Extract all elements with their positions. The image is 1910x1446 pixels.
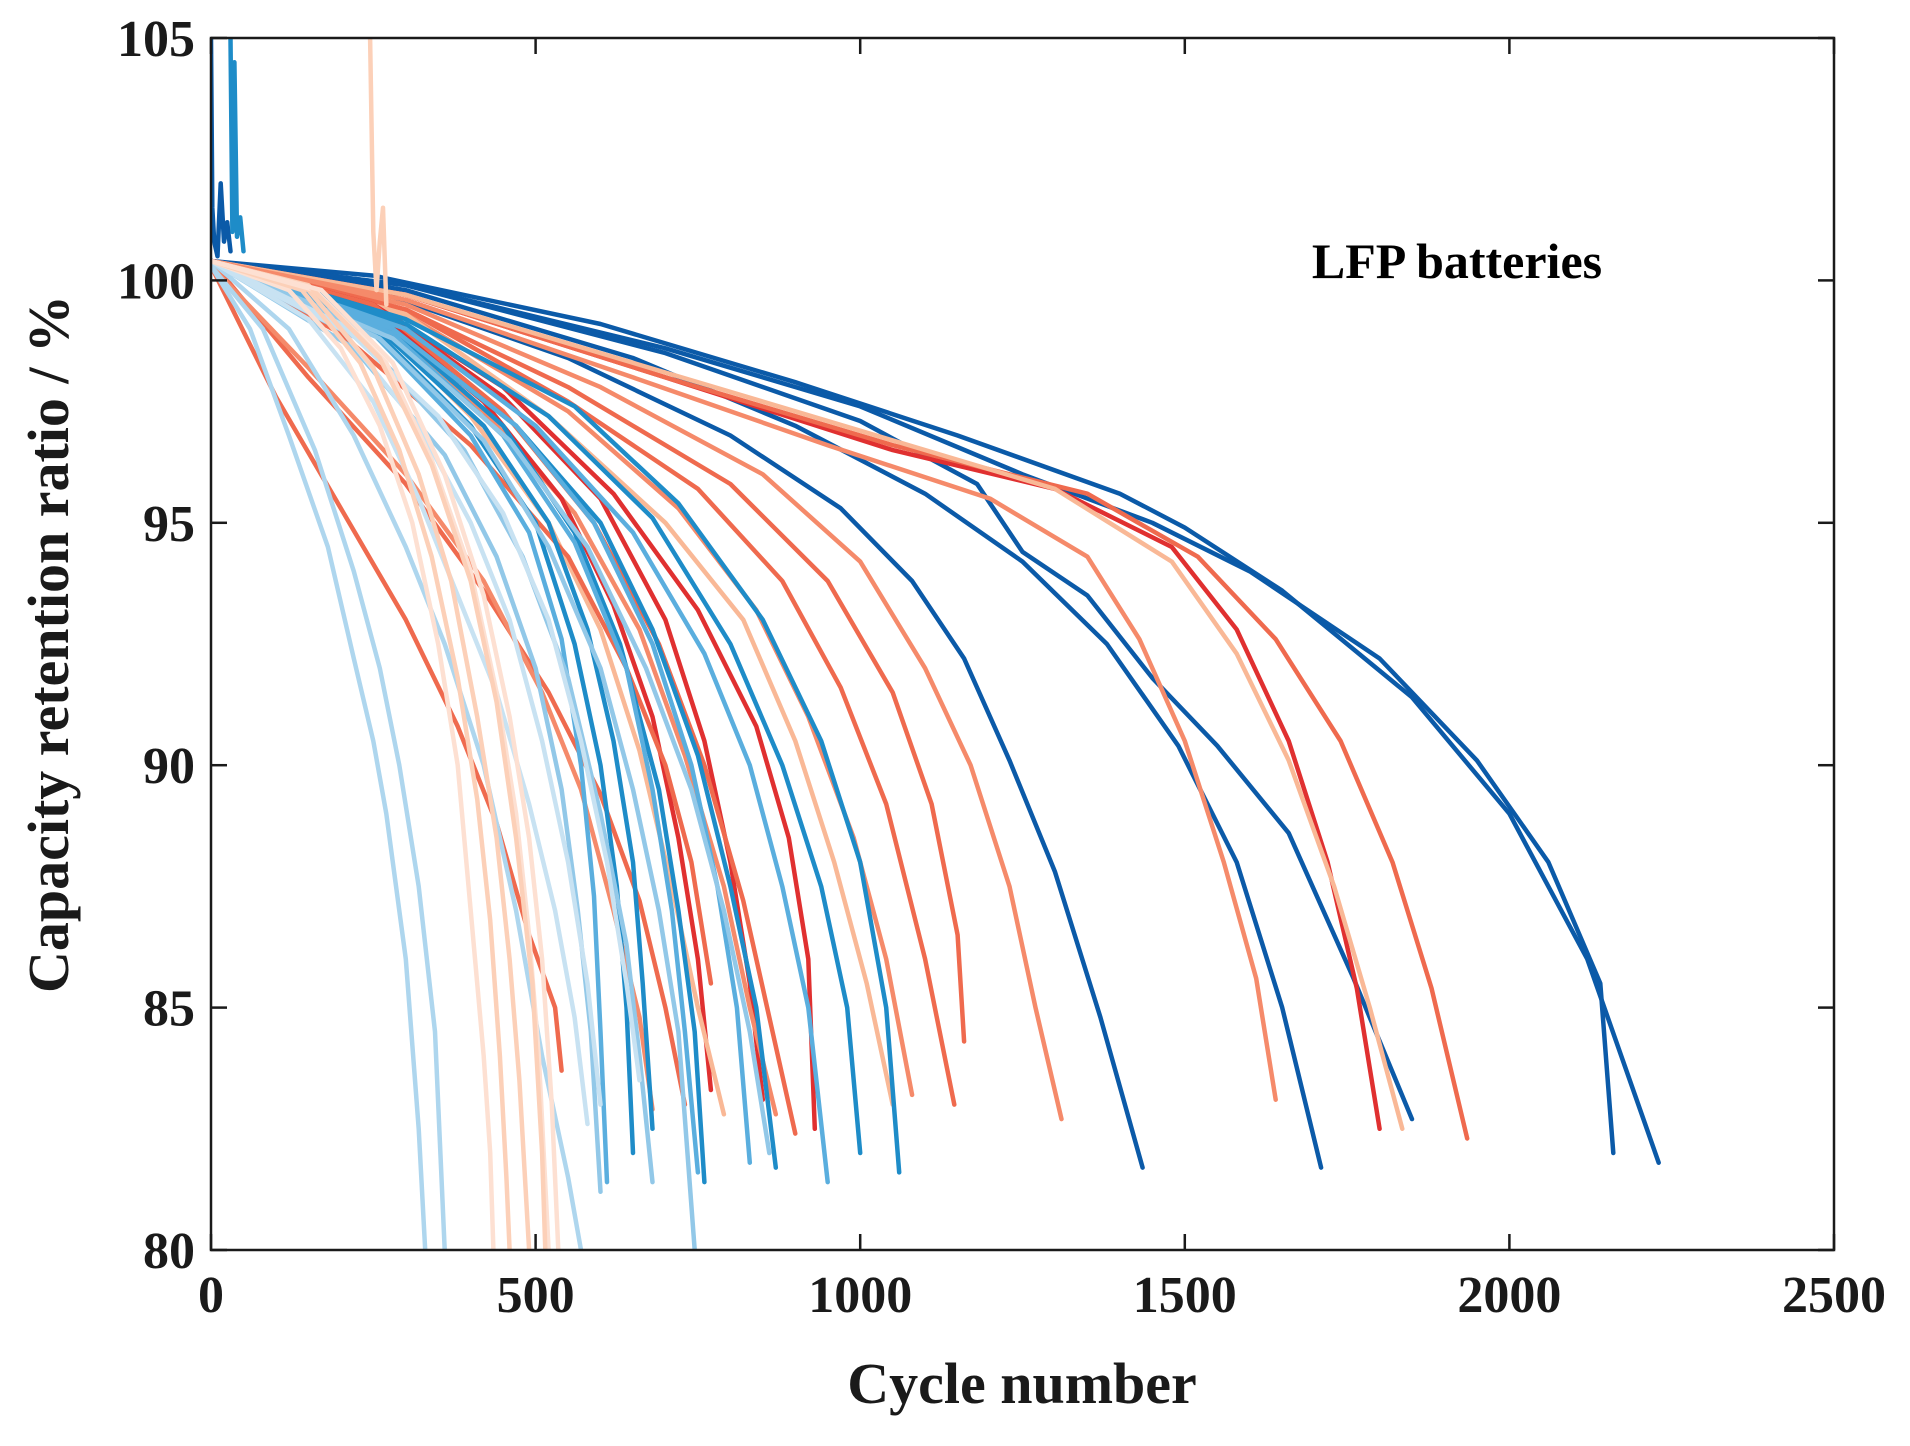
series-line-49 <box>211 258 548 1250</box>
series-line-8 <box>211 258 1405 1132</box>
series-line-3 <box>211 258 1415 1122</box>
y-tick-label: 95 <box>143 496 195 553</box>
series-line-4 <box>211 258 1324 1170</box>
series-line-32 <box>211 258 701 1175</box>
y-tick-label: 80 <box>143 1223 195 1280</box>
y-axis-title: Capacity retention ratio / % <box>16 295 81 993</box>
tick-group: 0 500 1000 1500 2000 2500 80 85 90 95 100 105 <box>117 11 1886 1324</box>
series-line-31 <box>211 258 610 1185</box>
series-line-46 <box>211 258 512 1250</box>
series-line-42 <box>211 258 590 1127</box>
series-line-30 <box>211 258 902 1175</box>
series-line-39 <box>211 263 428 1250</box>
x-axis-title: Cycle number <box>847 1351 1197 1416</box>
plot-frame <box>209 36 1836 1252</box>
series-line-40 <box>211 263 447 1250</box>
x-tick-label: 500 <box>497 1267 575 1324</box>
series-line-51 <box>211 38 233 259</box>
y-tick-label: 90 <box>143 738 195 795</box>
series-line-11 <box>211 258 967 1044</box>
series-line-29 <box>211 258 863 1156</box>
series-line-9 <box>211 258 1278 1102</box>
series-line-53 <box>367 38 389 307</box>
series-line-33 <box>211 258 753 1165</box>
series-line-37 <box>211 258 697 1250</box>
series-line-38 <box>211 258 772 1156</box>
series-line-7 <box>211 258 1470 1141</box>
series-line-45 <box>211 258 496 1250</box>
y-tick-label: 105 <box>117 11 195 68</box>
series-line-50 <box>211 258 561 1250</box>
series-line-10 <box>211 258 1064 1122</box>
series-line-52 <box>228 38 246 254</box>
series-line-25 <box>211 258 655 1132</box>
x-tick-label: 2500 <box>1782 1267 1886 1324</box>
x-tick-label: 0 <box>198 1267 224 1324</box>
x-tick-label: 2000 <box>1457 1267 1561 1324</box>
series-line-23 <box>211 263 564 1073</box>
series-group <box>211 38 1661 1250</box>
series-line-12 <box>211 258 957 1107</box>
series-line-47 <box>211 258 532 1250</box>
series-line-27 <box>211 258 707 1185</box>
x-tick-label: 1500 <box>1133 1267 1237 1324</box>
x-tick-label: 1000 <box>808 1267 912 1324</box>
y-tick-label: 85 <box>143 981 195 1038</box>
y-tick-label: 100 <box>117 253 195 310</box>
series-line-34 <box>211 258 830 1185</box>
series-line-2 <box>211 258 1616 1156</box>
chart-annotation: LFP batteries <box>1312 233 1602 289</box>
series-line-44 <box>211 258 642 1083</box>
series-line-14 <box>211 258 895 1107</box>
series-line-1 <box>211 258 1661 1165</box>
